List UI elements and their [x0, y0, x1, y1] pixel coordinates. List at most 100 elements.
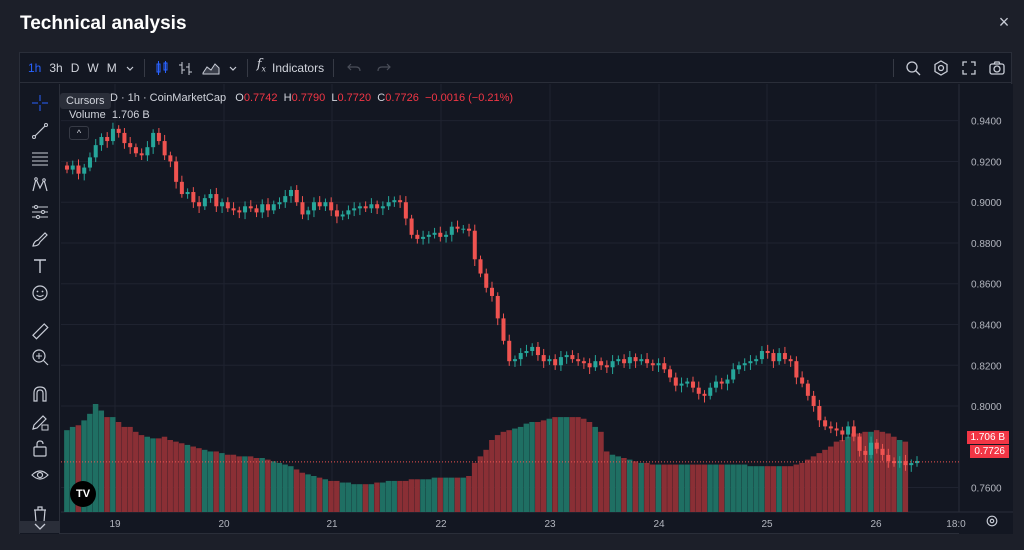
candle-body	[679, 383, 684, 386]
volume-bar	[799, 462, 805, 512]
volume-bar	[64, 430, 70, 512]
candle-body	[116, 128, 121, 133]
volume-bar	[885, 433, 891, 512]
current-price-tag: 0.7726	[970, 445, 1009, 458]
volume-bar	[730, 464, 736, 512]
volume-bar	[443, 477, 449, 512]
toolbar-right	[888, 53, 1011, 83]
volume-bar	[718, 464, 725, 512]
text-icon[interactable]	[28, 254, 52, 278]
volume-bar	[385, 480, 392, 512]
candle-body	[782, 353, 787, 360]
interval-3h[interactable]: 3h	[49, 60, 63, 75]
interval-m[interactable]: M	[106, 60, 117, 75]
volume-bar	[339, 482, 346, 512]
candle-body	[800, 377, 805, 384]
volume-bar	[311, 476, 317, 512]
candle-body	[283, 196, 288, 203]
volume-bar	[190, 446, 196, 512]
lock-pencil-icon[interactable]	[28, 410, 52, 434]
volume-bar	[546, 418, 553, 512]
eye-icon[interactable]	[28, 463, 52, 487]
volume-bar	[845, 436, 851, 512]
fullscreen-icon[interactable]	[955, 53, 983, 83]
y-tick-label: 0.9000	[971, 198, 1002, 209]
brush-icon[interactable]	[28, 227, 52, 251]
volume-bar	[856, 433, 863, 512]
candle-body	[668, 369, 673, 378]
collapse-legend-chevron-up-icon[interactable]: ^	[69, 126, 89, 140]
candle-body	[501, 318, 506, 341]
y-tick-label: 0.9200	[971, 157, 1002, 168]
lock-icon[interactable]	[28, 436, 52, 460]
settings-icon[interactable]	[927, 53, 955, 83]
candle-body	[593, 361, 598, 368]
volume-bar	[288, 466, 294, 512]
symbol-legend: ADA/USD · 1h · CoinMarketCap O0.7742 H0.…	[69, 92, 513, 104]
volume-bar	[695, 464, 702, 512]
chart-type-chevron-down-icon[interactable]	[224, 53, 242, 83]
camera-icon[interactable]	[983, 53, 1011, 83]
search-zoom-icon[interactable]	[899, 53, 927, 83]
candle-body	[564, 355, 569, 358]
volume-bar	[540, 420, 547, 512]
volume-bar	[506, 430, 512, 512]
candle-body	[174, 161, 179, 182]
interval-dropdown-chevron-down-icon[interactable]	[121, 53, 139, 83]
candle-body	[524, 350, 529, 354]
candle-body	[656, 363, 661, 366]
x-tick-label: 21	[326, 519, 338, 530]
candle-body	[880, 448, 885, 455]
ruler-icon[interactable]	[28, 319, 52, 343]
candle-body	[530, 346, 535, 351]
interval-1h[interactable]: 1h	[28, 60, 42, 75]
volume-bar	[805, 459, 811, 512]
candle-body	[673, 377, 678, 386]
chart-settings-gear-icon[interactable]	[985, 514, 1001, 530]
trend-line-icon[interactable]	[28, 119, 52, 143]
magnet-icon[interactable]	[28, 382, 52, 406]
candle-body	[708, 387, 713, 396]
volume-price-tag: 1.706 B	[966, 431, 1009, 444]
candle-body	[403, 202, 408, 219]
volume-bar	[896, 440, 903, 512]
candle-body	[202, 198, 207, 207]
candle-body	[702, 393, 707, 396]
pattern-icon[interactable]	[28, 173, 52, 197]
candle-body	[478, 259, 483, 274]
low-label: L	[331, 92, 338, 104]
crosshair-icon[interactable]	[28, 91, 52, 115]
volume-bar	[362, 484, 369, 512]
zoom-in-icon[interactable]	[28, 345, 52, 369]
prediction-icon[interactable]	[28, 200, 52, 224]
redo-icon[interactable]	[369, 53, 399, 83]
area-icon[interactable]	[198, 53, 224, 83]
chart-area[interactable]: 0.9400 0.9200 0.9000 0.8800 0.8600 0.8400 0.82…	[61, 84, 1013, 534]
chart-widget: 1h 3h D W M fx Indicator	[19, 52, 1013, 534]
volume-bar	[207, 451, 214, 512]
emoji-icon[interactable]	[28, 281, 52, 305]
volume-bar	[299, 472, 306, 512]
candle-body	[398, 200, 403, 203]
undo-icon[interactable]	[339, 53, 369, 83]
interval-d[interactable]: D	[70, 60, 80, 75]
indicators-button[interactable]: fx Indicators	[253, 53, 328, 83]
interval-w[interactable]: W	[87, 60, 99, 75]
tradingview-logo[interactable]: TV	[70, 481, 96, 507]
candle-body	[311, 202, 316, 211]
candle-body	[346, 210, 351, 215]
volume-bar	[334, 480, 340, 512]
candles-icon[interactable]	[150, 53, 174, 83]
volume-bar	[167, 440, 173, 512]
toolbar-divider	[333, 58, 335, 77]
more-tools-chevron-down-icon[interactable]	[20, 521, 60, 533]
volume-bar	[259, 458, 265, 512]
horizontal-lines-icon[interactable]	[28, 146, 52, 170]
bars-icon[interactable]	[174, 53, 198, 83]
volume-bar	[770, 466, 777, 512]
volume-bar	[661, 464, 667, 512]
volume-bar	[133, 431, 139, 512]
candle-body	[817, 406, 822, 421]
close-icon[interactable]: ×	[998, 12, 1010, 32]
candle-body	[110, 128, 115, 142]
